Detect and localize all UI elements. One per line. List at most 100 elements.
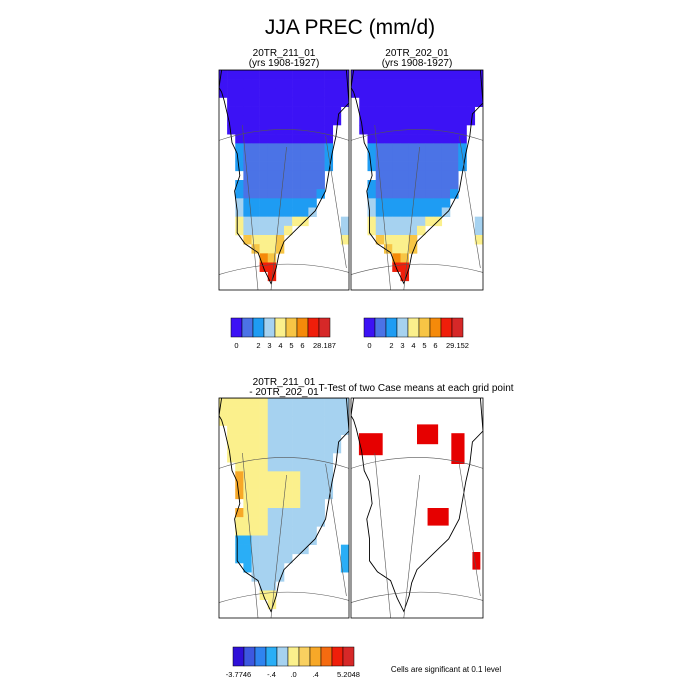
grid-cell xyxy=(474,235,483,245)
grid-cell xyxy=(400,225,410,236)
grid-cell xyxy=(375,143,385,153)
grid-cell xyxy=(251,70,260,80)
significant-cell xyxy=(427,508,449,526)
colorbar-swatch xyxy=(374,317,387,338)
grid-cell xyxy=(340,563,349,573)
grid-cell xyxy=(251,416,260,426)
latitude-line xyxy=(219,263,349,275)
grid-cell xyxy=(324,471,334,481)
grid-cell xyxy=(324,434,334,445)
grid-cell xyxy=(340,97,349,107)
colorbar-swatch xyxy=(263,317,276,338)
map-frame xyxy=(218,69,350,291)
grid-cell xyxy=(400,161,410,172)
grid-cell xyxy=(267,134,277,144)
grid-cell xyxy=(408,79,418,89)
grid-cell xyxy=(275,544,285,555)
significance-map xyxy=(358,424,481,570)
grid-cell xyxy=(408,97,418,107)
grid-cell xyxy=(267,572,277,582)
grid-cell xyxy=(324,134,334,144)
grid-cell xyxy=(450,97,459,107)
grid-cell xyxy=(259,189,269,199)
grid-cell xyxy=(367,189,377,199)
grid-cell xyxy=(340,425,349,435)
grid-cell xyxy=(316,498,325,509)
grid-cell xyxy=(235,115,244,126)
grid-cell xyxy=(284,216,293,227)
grid-cell xyxy=(316,70,325,80)
grid-cell xyxy=(292,152,301,162)
grid-cell xyxy=(259,398,269,408)
grid-cell xyxy=(392,106,401,117)
grid-cell xyxy=(408,235,418,245)
grid-cell xyxy=(284,489,293,500)
grid-cell xyxy=(384,88,393,98)
grid-cell xyxy=(259,526,269,536)
grid-cell xyxy=(367,115,377,126)
precip-map-202 xyxy=(351,70,483,282)
grid-cell xyxy=(259,544,269,555)
grid-cell xyxy=(433,70,443,80)
grid-cell xyxy=(375,225,385,236)
grid-cell xyxy=(417,180,426,190)
colorbar-202: 0 2 3 4 5 6 29.152 xyxy=(363,317,469,350)
grid-cell xyxy=(400,244,410,254)
grid-cell xyxy=(275,398,285,408)
grid-cell xyxy=(267,106,277,117)
grid-cell xyxy=(308,152,317,162)
grid-cell xyxy=(259,97,269,107)
grid-cell xyxy=(375,134,385,144)
grid-cell xyxy=(275,517,285,527)
map-overlay xyxy=(219,398,349,618)
grid-cell xyxy=(259,434,269,445)
grid-cell xyxy=(300,416,309,426)
grid-cell xyxy=(308,161,317,172)
grid-cell xyxy=(433,207,443,217)
grid-cell xyxy=(458,161,467,172)
grid-cell xyxy=(316,416,325,426)
grid-cell xyxy=(367,70,377,80)
grid-cell xyxy=(408,216,418,227)
grid-cell xyxy=(308,125,317,135)
grid-cell xyxy=(308,471,317,481)
grid-cell xyxy=(458,79,467,89)
grid-cell xyxy=(235,471,244,481)
grid-cell xyxy=(292,535,301,545)
grid-cell xyxy=(251,407,260,417)
grid-cell xyxy=(251,517,260,527)
meridian-line xyxy=(403,146,420,290)
grid-cell xyxy=(308,526,317,536)
grid-cell xyxy=(384,106,393,117)
colorbar-label: 5 xyxy=(422,341,426,350)
grid-cell xyxy=(267,443,277,454)
grid-cell xyxy=(408,152,418,162)
grid-cell xyxy=(259,207,269,217)
grid-cell xyxy=(359,70,368,80)
colorbar-swatch xyxy=(363,317,376,338)
latitude-line xyxy=(219,129,349,141)
grid-cell xyxy=(400,189,410,199)
grid-cell xyxy=(400,143,410,153)
grid-cell xyxy=(450,189,459,199)
grid-cell xyxy=(359,88,368,98)
grid-cell xyxy=(425,134,434,144)
colorbar-label: .0 xyxy=(290,670,296,679)
grid-cell xyxy=(259,152,269,162)
grid-cell xyxy=(400,262,410,272)
grid-cell xyxy=(400,88,410,98)
meridian-line xyxy=(374,452,391,618)
grid-cell xyxy=(425,198,434,208)
grid-cell xyxy=(300,535,309,545)
grid-cell xyxy=(367,125,377,135)
grid-cell xyxy=(340,70,349,80)
grid-cell xyxy=(474,97,483,107)
grid-cell xyxy=(300,170,309,181)
grid-cell xyxy=(332,88,342,98)
grid-cell xyxy=(235,143,244,153)
grid-cell xyxy=(235,407,244,417)
grid-cell xyxy=(450,79,459,89)
grid-cell xyxy=(332,106,342,117)
panel-title: T-Test of two Case means at each grid po… xyxy=(318,383,513,394)
grid-cell xyxy=(284,398,293,408)
